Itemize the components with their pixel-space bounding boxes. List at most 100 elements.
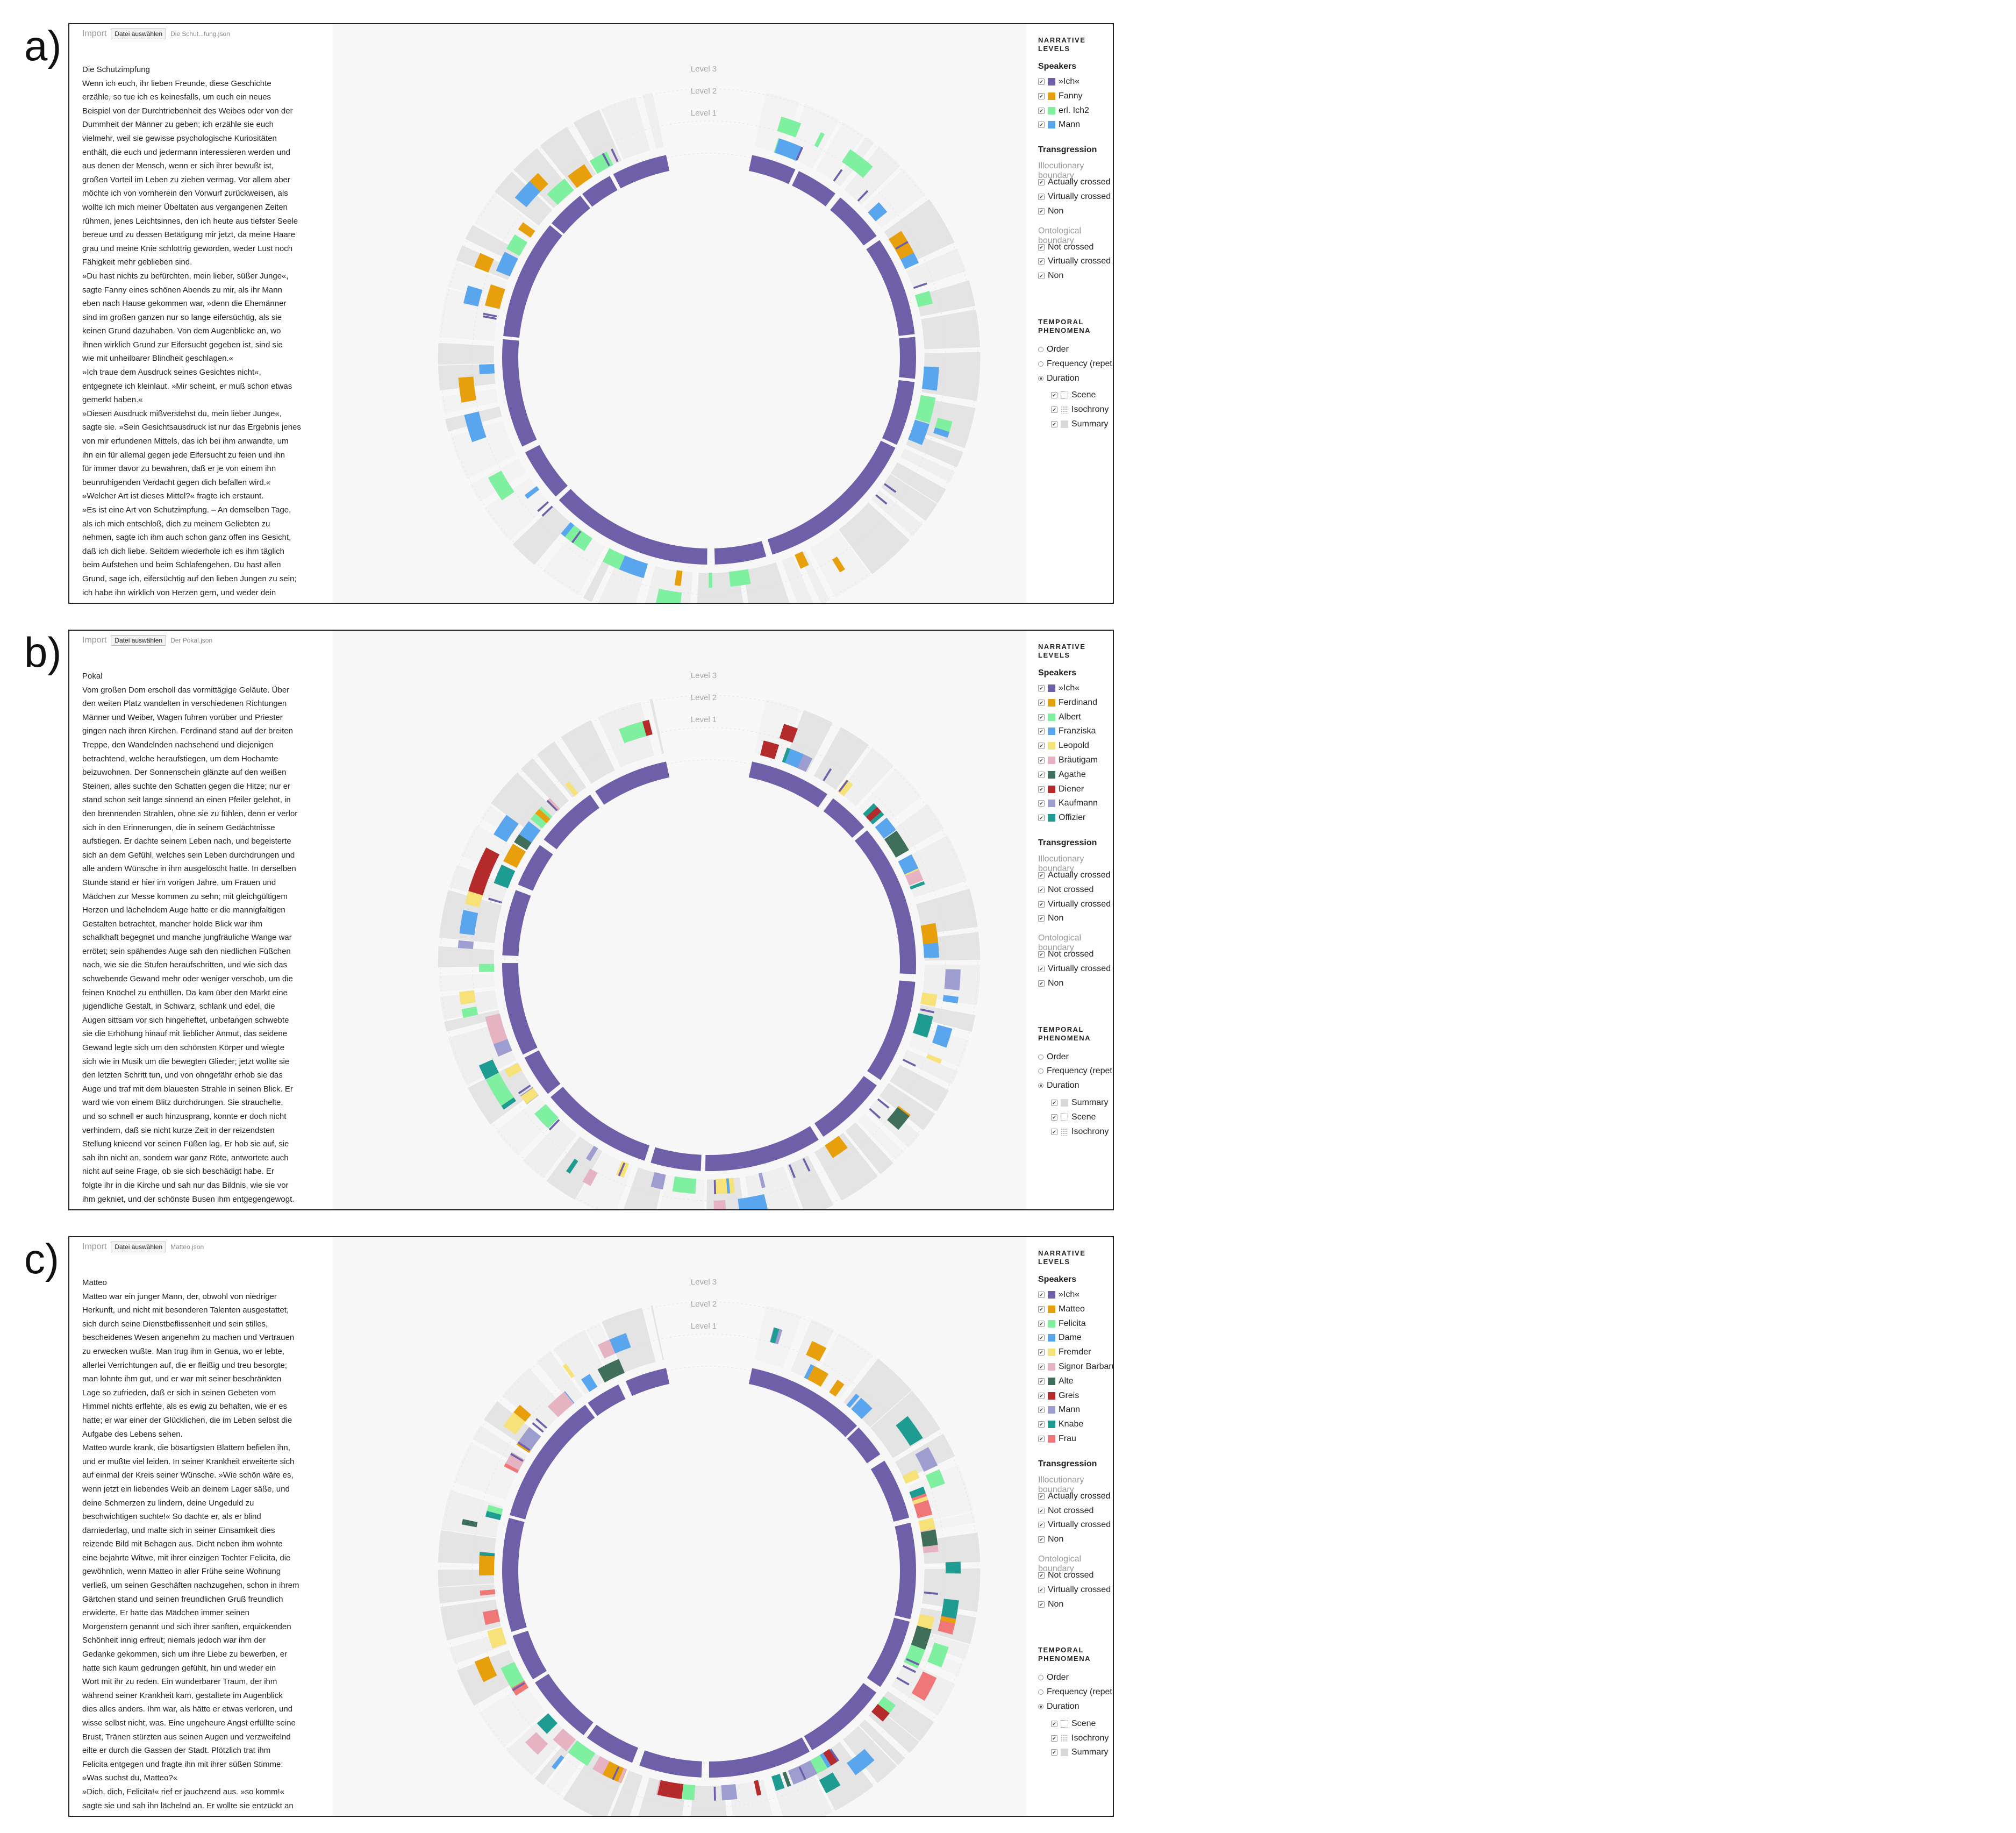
ontological-item[interactable]: ✔ Non bbox=[1038, 979, 1063, 988]
checkbox[interactable]: ✔ bbox=[1038, 901, 1045, 908]
checkbox[interactable]: ✔ bbox=[1038, 179, 1045, 186]
speaker-item[interactable]: ✔ Mann bbox=[1038, 120, 1080, 130]
ontological-item[interactable]: ✔ Virtually crossed bbox=[1038, 964, 1111, 974]
checkbox[interactable]: ✔ bbox=[1038, 714, 1045, 721]
radio[interactable] bbox=[1038, 1083, 1043, 1089]
checkbox[interactable]: ✔ bbox=[1051, 1128, 1057, 1135]
ontological-item[interactable]: ✔ Not crossed bbox=[1038, 243, 1093, 252]
checkbox[interactable]: ✔ bbox=[1038, 258, 1045, 265]
illocutionary-item[interactable]: ✔ Non bbox=[1038, 914, 1063, 923]
checkbox[interactable]: ✔ bbox=[1051, 392, 1057, 399]
radio[interactable] bbox=[1038, 375, 1043, 381]
checkbox[interactable]: ✔ bbox=[1038, 107, 1045, 114]
speaker-item[interactable]: ✔ Mann bbox=[1038, 1405, 1080, 1415]
checkbox[interactable]: ✔ bbox=[1038, 800, 1045, 807]
checkbox[interactable]: ✔ bbox=[1038, 208, 1045, 215]
illocutionary-item[interactable]: ✔ Non bbox=[1038, 1535, 1063, 1544]
checkbox[interactable]: ✔ bbox=[1038, 786, 1045, 793]
checkbox[interactable]: ✔ bbox=[1038, 1306, 1045, 1313]
checkbox[interactable]: ✔ bbox=[1038, 1292, 1045, 1298]
checkbox[interactable]: ✔ bbox=[1051, 421, 1057, 427]
checkbox[interactable]: ✔ bbox=[1038, 685, 1045, 691]
temporal-radio-item[interactable]: Order bbox=[1038, 345, 1069, 354]
checkbox[interactable]: ✔ bbox=[1038, 1349, 1045, 1356]
checkbox[interactable]: ✔ bbox=[1038, 886, 1045, 893]
speaker-item[interactable]: ✔ Albert bbox=[1038, 712, 1081, 722]
checkbox[interactable]: ✔ bbox=[1038, 79, 1045, 85]
speaker-item[interactable]: ✔ Leopold bbox=[1038, 741, 1089, 751]
ontological-item[interactable]: ✔ Not crossed bbox=[1038, 1571, 1093, 1580]
duration-item[interactable]: ✔ Scene bbox=[1051, 390, 1096, 400]
radio[interactable] bbox=[1038, 1054, 1043, 1060]
duration-item[interactable]: ✔ Isochrony bbox=[1051, 1127, 1109, 1137]
checkbox[interactable]: ✔ bbox=[1038, 1421, 1045, 1428]
speaker-item[interactable]: ✔ Ferdinand bbox=[1038, 698, 1097, 708]
checkbox[interactable]: ✔ bbox=[1051, 1100, 1057, 1106]
speaker-item[interactable]: ✔ »Ich« bbox=[1038, 77, 1080, 87]
checkbox[interactable]: ✔ bbox=[1038, 1522, 1045, 1529]
checkbox[interactable]: ✔ bbox=[1038, 1335, 1045, 1342]
duration-item[interactable]: ✔ Summary bbox=[1051, 1098, 1108, 1108]
checkbox[interactable]: ✔ bbox=[1038, 1392, 1045, 1399]
checkbox[interactable]: ✔ bbox=[1038, 1586, 1045, 1593]
duration-item[interactable]: ✔ Summary bbox=[1051, 419, 1108, 429]
checkbox[interactable]: ✔ bbox=[1038, 194, 1045, 200]
speaker-item[interactable]: ✔ »Ich« bbox=[1038, 1290, 1080, 1300]
radio[interactable] bbox=[1038, 1689, 1043, 1695]
checkbox[interactable]: ✔ bbox=[1038, 1407, 1045, 1414]
checkbox[interactable]: ✔ bbox=[1038, 1364, 1045, 1370]
checkbox[interactable]: ✔ bbox=[1038, 771, 1045, 778]
choose-file-button[interactable]: Datei auswählen bbox=[111, 28, 167, 39]
checkbox[interactable]: ✔ bbox=[1038, 728, 1045, 735]
speaker-item[interactable]: ✔ Greis bbox=[1038, 1391, 1079, 1401]
speaker-item[interactable]: ✔ Diener bbox=[1038, 784, 1084, 794]
speaker-item[interactable]: ✔ erl. Ich2 bbox=[1038, 106, 1089, 116]
radio[interactable] bbox=[1038, 1704, 1043, 1709]
duration-item[interactable]: ✔ Summary bbox=[1051, 1748, 1108, 1757]
checkbox[interactable]: ✔ bbox=[1038, 951, 1045, 958]
checkbox[interactable]: ✔ bbox=[1038, 1536, 1045, 1543]
illocutionary-item[interactable]: ✔ Virtually crossed bbox=[1038, 1520, 1111, 1530]
radio[interactable] bbox=[1038, 347, 1043, 352]
checkbox[interactable]: ✔ bbox=[1038, 1436, 1045, 1442]
radio[interactable] bbox=[1038, 361, 1043, 367]
checkbox[interactable]: ✔ bbox=[1038, 980, 1045, 987]
ontological-item[interactable]: ✔ Virtually crossed bbox=[1038, 1585, 1111, 1595]
speaker-item[interactable]: ✔ Knabe bbox=[1038, 1420, 1083, 1429]
speaker-item[interactable]: ✔ Bräutigam bbox=[1038, 755, 1098, 765]
speaker-item[interactable]: ✔ »Ich« bbox=[1038, 683, 1080, 693]
checkbox[interactable]: ✔ bbox=[1038, 915, 1045, 922]
illocutionary-item[interactable]: ✔ Actually crossed bbox=[1038, 1492, 1111, 1501]
choose-file-button[interactable]: Datei auswählen bbox=[111, 635, 167, 646]
checkbox[interactable]: ✔ bbox=[1038, 1601, 1045, 1608]
speaker-item[interactable]: ✔ Signor Barbarucci bbox=[1038, 1362, 1113, 1372]
temporal-radio-item[interactable]: Order bbox=[1038, 1673, 1069, 1682]
duration-item[interactable]: ✔ Isochrony bbox=[1051, 1734, 1109, 1743]
checkbox[interactable]: ✔ bbox=[1038, 1378, 1045, 1385]
illocutionary-item[interactable]: ✔ Actually crossed bbox=[1038, 871, 1111, 880]
speaker-item[interactable]: ✔ Frau bbox=[1038, 1434, 1076, 1444]
speaker-item[interactable]: ✔ Alte bbox=[1038, 1376, 1074, 1386]
temporal-radio-item[interactable]: Duration bbox=[1038, 1081, 1079, 1090]
checkbox[interactable]: ✔ bbox=[1051, 1735, 1057, 1742]
duration-item[interactable]: ✔ Isochrony bbox=[1051, 405, 1109, 415]
checkbox[interactable]: ✔ bbox=[1038, 743, 1045, 750]
checkbox[interactable]: ✔ bbox=[1038, 1320, 1045, 1327]
speaker-item[interactable]: ✔ Fanny bbox=[1038, 91, 1082, 101]
duration-item[interactable]: ✔ Scene bbox=[1051, 1719, 1096, 1729]
ontological-item[interactable]: ✔ Not crossed bbox=[1038, 950, 1093, 959]
speaker-item[interactable]: ✔ Agathe bbox=[1038, 770, 1086, 780]
checkbox[interactable]: ✔ bbox=[1038, 1493, 1045, 1500]
checkbox[interactable]: ✔ bbox=[1038, 757, 1045, 764]
temporal-radio-item[interactable]: Frequency (repetitive) bbox=[1038, 359, 1113, 369]
speaker-item[interactable]: ✔ Franziska bbox=[1038, 726, 1096, 736]
temporal-radio-item[interactable]: Duration bbox=[1038, 1702, 1079, 1711]
temporal-radio-item[interactable]: Frequency (repetitive) bbox=[1038, 1687, 1113, 1697]
illocutionary-item[interactable]: ✔ Virtually crossed bbox=[1038, 192, 1111, 202]
illocutionary-item[interactable]: ✔ Actually crossed bbox=[1038, 177, 1111, 187]
checkbox[interactable]: ✔ bbox=[1038, 92, 1045, 99]
illocutionary-item[interactable]: ✔ Non bbox=[1038, 206, 1063, 216]
speaker-item[interactable]: ✔ Matteo bbox=[1038, 1304, 1085, 1314]
temporal-radio-item[interactable]: Duration bbox=[1038, 374, 1079, 383]
checkbox[interactable]: ✔ bbox=[1038, 273, 1045, 280]
